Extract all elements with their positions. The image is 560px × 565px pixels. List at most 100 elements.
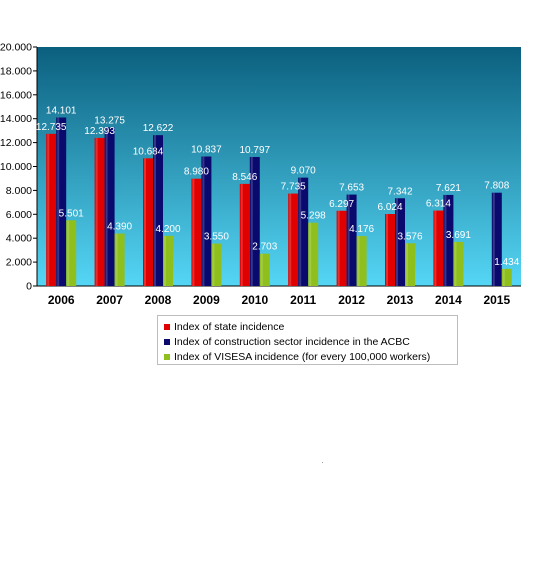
data-label-visesa: 4.176	[349, 224, 374, 235]
y-tick-label: 6.000	[6, 209, 32, 221]
bar-highlight	[299, 177, 302, 286]
bar-state	[94, 137, 105, 286]
x-tick-label: 2012	[338, 293, 365, 307]
bar-highlight	[434, 210, 437, 286]
data-label-visesa: 1.434	[494, 257, 519, 268]
legend-swatch-state	[164, 323, 170, 330]
data-label-state: 6.024	[377, 202, 402, 213]
bar-highlight	[57, 117, 60, 287]
x-tick-label: 2006	[48, 293, 75, 307]
data-label-visesa: 3.550	[204, 232, 229, 243]
y-tick-label: 18.000	[0, 65, 32, 77]
data-label-visesa: 4.390	[107, 222, 132, 233]
bar-visesa	[114, 233, 125, 286]
legend-swatch-visesa	[164, 353, 170, 360]
bar-highlight	[47, 133, 50, 286]
bar-state	[191, 178, 202, 286]
bar-acbc	[491, 192, 502, 286]
bar-highlight	[309, 222, 312, 286]
y-tick-label: 12.000	[0, 137, 32, 149]
y-tick-label: 0	[26, 281, 32, 293]
legend-label-acbc: Index of construction sector incidence i…	[174, 335, 410, 348]
x-tick-label: 2015	[483, 293, 510, 307]
bar-highlight	[386, 214, 388, 286]
data-label-state: 10.684	[133, 146, 164, 157]
data-label-visesa: 5.501	[59, 208, 84, 219]
x-tick-label: 2009	[193, 293, 220, 307]
bar-highlight	[164, 235, 166, 286]
bar-highlight	[406, 243, 408, 286]
bar-highlight	[115, 233, 118, 286]
y-axis: 0 2.000 4.000 6.000 8.000 10.000 12.000 14.000 1…	[0, 42, 38, 293]
bar-state	[288, 193, 299, 286]
y-tick-label: 16.000	[0, 89, 32, 101]
bar-state	[336, 210, 347, 286]
bar-acbc	[56, 117, 67, 287]
bar-visesa	[308, 222, 319, 286]
data-label-acbc: 7.621	[436, 183, 461, 194]
bar-highlight	[192, 178, 195, 286]
bar-acbc	[153, 135, 163, 286]
legend-swatch-acbc	[164, 338, 170, 345]
bar-highlight	[492, 192, 495, 286]
data-label-visesa: 5.298	[301, 211, 326, 222]
x-tick-label: 2011	[290, 293, 316, 307]
data-label-acbc: 12.622	[143, 123, 174, 134]
bar-highlight	[289, 193, 292, 286]
bar-highlight	[67, 220, 70, 286]
data-label-visesa: 2.703	[252, 242, 277, 253]
legend-item-state: Index of state incidence	[164, 319, 451, 334]
data-label-visesa: 3.576	[397, 231, 422, 242]
bar-visesa	[356, 236, 367, 286]
x-axis: 2006 2007 2008 2009 2010 2011 2012 2013 2014 2015	[37, 285, 521, 307]
data-label-state: 7.735	[281, 182, 306, 193]
y-tick-label: 20.000	[0, 42, 32, 54]
bar-highlight	[260, 253, 263, 286]
bar-highlight	[444, 194, 447, 286]
bar-visesa	[453, 241, 464, 286]
bar-visesa	[211, 243, 222, 286]
bar-acbc	[201, 156, 212, 286]
bar-visesa	[163, 235, 173, 286]
bar-highlight	[105, 127, 108, 287]
bar-acbc	[298, 177, 309, 286]
bar-acbc	[443, 194, 454, 286]
data-label-state: 6.297	[329, 199, 354, 210]
bar-highlight	[250, 156, 253, 286]
bar-highlight	[202, 156, 205, 286]
bar-highlight	[502, 268, 505, 286]
data-label-state: 6.314	[426, 199, 451, 210]
bar-state	[385, 214, 395, 286]
data-label-acbc: 7.808	[484, 181, 509, 192]
legend-label-state: Index of state incidence	[174, 320, 285, 333]
data-label-acbc: 9.070	[291, 166, 316, 177]
bar-highlight	[454, 241, 457, 286]
data-label-state: 8.980	[184, 167, 209, 178]
bar-highlight	[347, 194, 350, 286]
bars	[46, 117, 512, 287]
bar-highlight	[95, 137, 98, 286]
data-label-acbc: 7.342	[387, 186, 412, 197]
bar-state	[239, 183, 250, 286]
bar-acbc	[249, 156, 260, 286]
data-label-acbc: 13.275	[94, 115, 125, 126]
x-tick-label: 2014	[435, 293, 462, 307]
bar-visesa	[501, 268, 512, 286]
legend: Index of state incidence Index of constr…	[157, 315, 458, 365]
bar-highlight	[212, 243, 215, 286]
x-tick-label: 2010	[241, 293, 268, 307]
bar-visesa	[66, 220, 77, 286]
stray-dot	[322, 462, 323, 463]
bar-highlight	[240, 183, 243, 286]
bar-highlight	[357, 236, 360, 286]
y-tick-label: 2.000	[6, 257, 32, 269]
y-tick-label: 14.000	[0, 113, 32, 125]
data-label-state: 12.735	[36, 122, 67, 133]
bar-acbc	[104, 127, 115, 287]
data-label-acbc: 10.797	[240, 145, 271, 156]
bar-highlight	[144, 158, 146, 286]
data-label-state: 12.393	[84, 126, 115, 137]
